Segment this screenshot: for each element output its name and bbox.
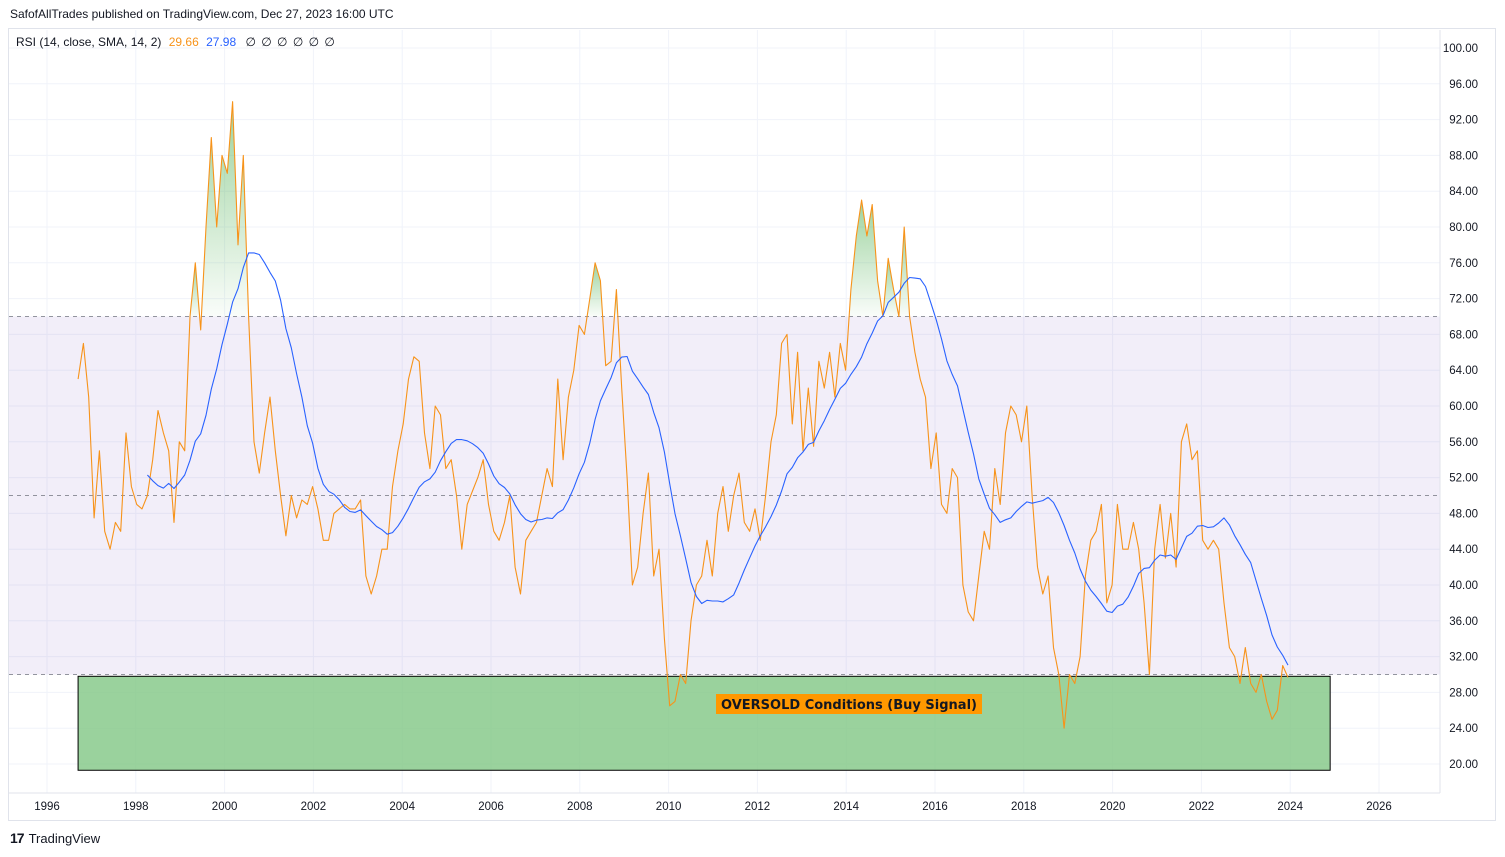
x-tick-label: 2026 (1366, 801, 1392, 813)
y-tick-label: 84.00 (1449, 186, 1478, 198)
y-tick-label: 40.00 (1449, 580, 1478, 592)
x-tick-label: 2002 (301, 801, 327, 813)
y-tick-label: 60.00 (1449, 401, 1478, 413)
overbought-fill (190, 262, 200, 317)
y-tick-label: 32.00 (1449, 652, 1478, 664)
y-tick-label: 36.00 (1449, 616, 1478, 628)
x-tick-label: 2020 (1100, 801, 1126, 813)
y-tick-label: 80.00 (1449, 222, 1478, 234)
y-tick-label: 76.00 (1449, 258, 1478, 270)
x-tick-label: 1998 (123, 801, 149, 813)
y-tick-label: 56.00 (1449, 437, 1478, 449)
x-tick-label: 2018 (1011, 801, 1037, 813)
tradingview-footer[interactable]: 17 TradingView (10, 830, 100, 846)
y-tick-label: 64.00 (1449, 365, 1478, 377)
x-tick-label: 2022 (1189, 801, 1215, 813)
indicator-label: RSI (14, close, SMA, 14, 2) (16, 35, 162, 49)
rsi-line[interactable] (77, 101, 1289, 729)
y-tick-label: 88.00 (1449, 150, 1478, 162)
overbought-fill (587, 262, 603, 317)
y-tick-label: 24.00 (1449, 723, 1478, 735)
y-tick-label: 44.00 (1449, 544, 1478, 556)
x-tick-label: 2016 (922, 801, 948, 813)
tradingview-logo-icon: 17 (10, 830, 25, 846)
publisher-header: SafofAllTrades published on TradingView.… (10, 7, 394, 21)
legend-extra-values: ∅ ∅ ∅ ∅ ∅ ∅ (245, 35, 336, 49)
indicator-legend[interactable]: RSI (14, close, SMA, 14, 2) 29.66 27.98 … (16, 35, 336, 49)
y-tick-label: 28.00 (1449, 687, 1478, 699)
overbought-fill (898, 227, 910, 317)
x-tick-label: 2012 (745, 801, 771, 813)
x-tick-label: 2004 (389, 801, 415, 813)
tradingview-brand: TradingView (28, 830, 101, 846)
y-tick-label: 68.00 (1449, 329, 1478, 341)
overbought-fill (882, 258, 899, 317)
y-tick-label: 52.00 (1449, 473, 1478, 485)
y-tick-label: 96.00 (1449, 79, 1478, 91)
oversold-box[interactable] (77, 675, 1331, 771)
oversold-label-background (716, 694, 982, 714)
x-tick-label: 2008 (567, 801, 593, 813)
y-tick-label: 20.00 (1449, 759, 1478, 771)
y-tick-label: 100.00 (1443, 43, 1478, 55)
x-tick-label: 1996 (34, 801, 60, 813)
x-tick-label: 2010 (656, 801, 682, 813)
sma-value: 27.98 (206, 35, 237, 49)
x-tick-label: 2006 (478, 801, 504, 813)
overbought-fill (201, 101, 249, 317)
x-tick-label: 2000 (212, 801, 238, 813)
x-tick-label: 2014 (833, 801, 859, 813)
oversold-label: OVERSOLD Conditions (Buy Signal) (721, 698, 977, 713)
x-tick-label: 2024 (1277, 801, 1303, 813)
y-tick-label: 48.00 (1449, 508, 1478, 520)
sma-line[interactable] (146, 252, 1289, 666)
chart-pane[interactable] (8, 28, 1496, 821)
y-tick-label: 72.00 (1449, 294, 1478, 306)
rsi-value: 29.66 (168, 35, 199, 49)
y-tick-label: 92.00 (1449, 115, 1478, 127)
